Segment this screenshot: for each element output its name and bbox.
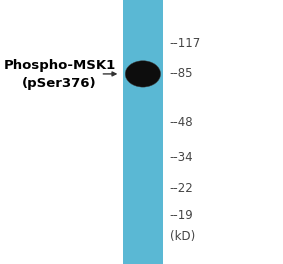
Bar <box>123 0 163 264</box>
Text: --85: --85 <box>170 67 193 81</box>
Text: --19: --19 <box>170 209 194 222</box>
Text: Phospho-MSK1: Phospho-MSK1 <box>3 59 115 73</box>
Text: (kD): (kD) <box>170 230 195 243</box>
Text: --117: --117 <box>170 37 201 50</box>
Text: --48: --48 <box>170 116 193 129</box>
Ellipse shape <box>125 61 161 87</box>
Text: --22: --22 <box>170 182 194 195</box>
Text: (pSer376): (pSer376) <box>22 77 97 90</box>
Text: --34: --34 <box>170 150 193 164</box>
